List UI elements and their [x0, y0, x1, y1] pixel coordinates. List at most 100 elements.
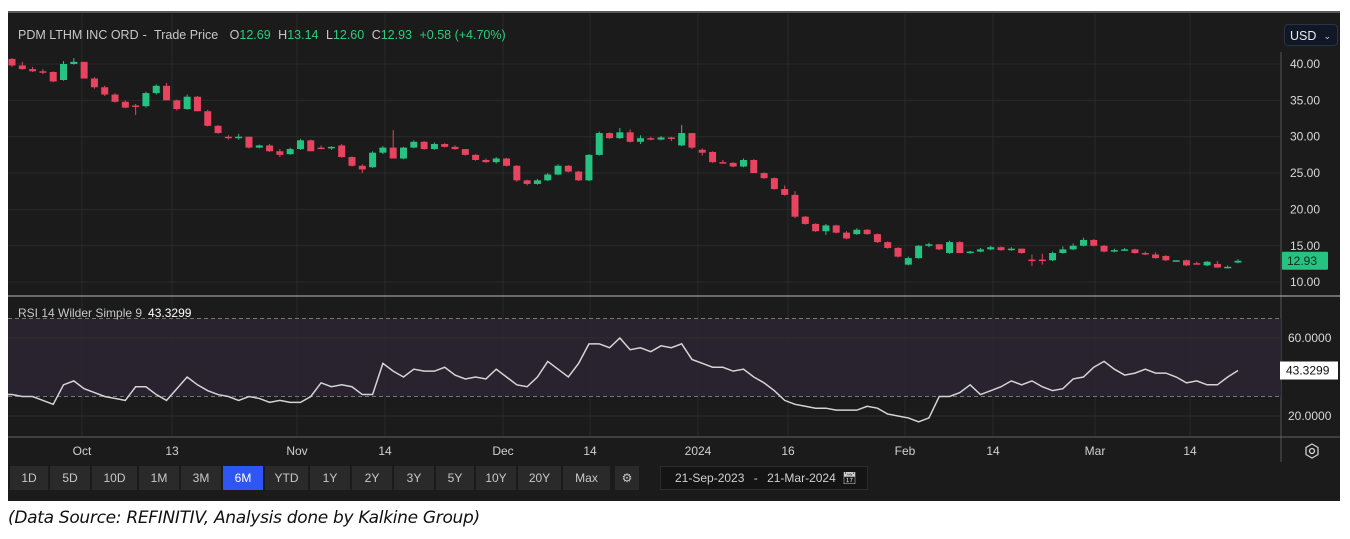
- candle-body: [1203, 261, 1211, 266]
- price-tick-label: 25.00: [1290, 166, 1320, 180]
- range-button-ytd[interactable]: YTD: [265, 466, 308, 490]
- candle-body: [142, 93, 150, 107]
- range-button-5y[interactable]: 5Y: [436, 466, 474, 490]
- candle-body: [1069, 245, 1077, 250]
- range-button-max[interactable]: Max: [563, 466, 610, 490]
- candle-body: [956, 242, 964, 254]
- date-separator: -: [753, 471, 758, 485]
- rsi-tick-label: 20.0000: [1288, 409, 1332, 423]
- candle: [80, 61, 88, 79]
- candle: [1213, 261, 1221, 268]
- candle: [183, 94, 191, 110]
- range-button-1d[interactable]: 1D: [10, 466, 48, 490]
- candle-body: [667, 137, 675, 139]
- candle: [420, 141, 428, 150]
- candle-body: [884, 242, 892, 248]
- candle-body: [832, 225, 840, 233]
- candle: [1162, 255, 1170, 262]
- range-button-20y[interactable]: 20Y: [518, 466, 561, 490]
- gear-icon[interactable]: ⚙︎: [615, 466, 639, 490]
- legend-separator: -: [142, 28, 147, 42]
- candle-body: [338, 145, 346, 158]
- candle-body: [60, 64, 68, 80]
- low-value: L12.60: [325, 28, 365, 42]
- candle: [997, 246, 1005, 251]
- candle: [647, 136, 655, 141]
- chevron-down-icon: ⌄: [1323, 31, 1331, 41]
- candle: [1121, 247, 1129, 251]
- range-button-3y[interactable]: 3Y: [394, 466, 434, 490]
- range-button-10y[interactable]: 10Y: [476, 466, 516, 490]
- high-value: H13.14: [278, 28, 319, 42]
- range-button-10d[interactable]: 10D: [92, 466, 137, 490]
- open-value: O12.69: [229, 28, 271, 42]
- time-tick-label: 14: [583, 444, 597, 458]
- range-button-1m[interactable]: 1M: [139, 466, 179, 490]
- candle-body: [595, 133, 603, 155]
- rsi-legend: RSI 14 Wilder Simple 9 43.3299: [18, 306, 191, 320]
- candle: [142, 91, 150, 108]
- settings-icon[interactable]: [1305, 443, 1319, 459]
- candle-body: [739, 159, 747, 167]
- candle-body: [513, 165, 521, 181]
- price-tick-label: 35.00: [1290, 93, 1320, 107]
- candle: [956, 241, 964, 254]
- candle: [224, 135, 232, 140]
- candle: [554, 164, 562, 176]
- candle: [935, 244, 943, 251]
- candle: [39, 69, 47, 75]
- rsi-value: 43.3299: [148, 306, 192, 320]
- candle: [327, 146, 335, 150]
- candle: [1141, 251, 1149, 256]
- currency-select[interactable]: USD ⌄: [1284, 24, 1338, 46]
- candle: [1018, 248, 1026, 254]
- candle-body: [1141, 253, 1149, 255]
- candle: [379, 146, 387, 155]
- candle-body: [255, 145, 263, 148]
- candle: [503, 157, 511, 167]
- candle-body: [997, 247, 1005, 251]
- candle-body: [626, 132, 634, 142]
- range-button-1y[interactable]: 1Y: [310, 466, 350, 490]
- candle: [1090, 239, 1098, 247]
- candle: [152, 84, 160, 95]
- chart-panel: [8, 11, 1340, 501]
- calendar-icon[interactable]: 📅︎: [841, 471, 857, 485]
- candle: [8, 58, 16, 67]
- candle-body: [709, 151, 717, 163]
- range-toolbar: 1D 5D 10D 1M 3M 6M YTD 1Y 2Y 3Y 5Y 10Y 20Y Max ⚙︎: [10, 466, 639, 490]
- range-button-2y[interactable]: 2Y: [352, 466, 392, 490]
- candle-body: [966, 251, 974, 254]
- candle-body: [946, 242, 954, 254]
- range-button-3m[interactable]: 3M: [181, 466, 221, 490]
- candle-body: [1224, 266, 1232, 269]
- candle-body: [1131, 249, 1139, 254]
- range-button-6m[interactable]: 6M: [223, 466, 263, 490]
- date-range-picker[interactable]: 21-Sep-2023 - 21-Mar-2024 📅︎: [660, 466, 868, 490]
- candle: [317, 145, 325, 150]
- candle: [49, 71, 57, 83]
- candle-body: [1193, 263, 1201, 265]
- candle-body: [564, 165, 572, 172]
- candle-body: [183, 96, 191, 110]
- candle: [101, 85, 109, 96]
- candle-body: [204, 111, 212, 126]
- candle: [853, 228, 861, 235]
- candle: [801, 215, 809, 225]
- change-value: +0.58 (+4.70%): [419, 28, 506, 42]
- candle-body: [245, 136, 253, 148]
- candle-body: [358, 165, 366, 170]
- candle-body: [678, 133, 686, 146]
- candle-body: [80, 61, 88, 79]
- range-button-5d[interactable]: 5D: [50, 466, 90, 490]
- currency-value: USD: [1290, 29, 1317, 43]
- candle: [1182, 259, 1190, 267]
- candle: [667, 136, 675, 142]
- candle-body: [647, 138, 655, 140]
- candle: [482, 158, 490, 163]
- candle-body: [1018, 248, 1026, 254]
- candle-body: [90, 78, 98, 88]
- candle: [729, 162, 737, 168]
- candle: [678, 125, 686, 147]
